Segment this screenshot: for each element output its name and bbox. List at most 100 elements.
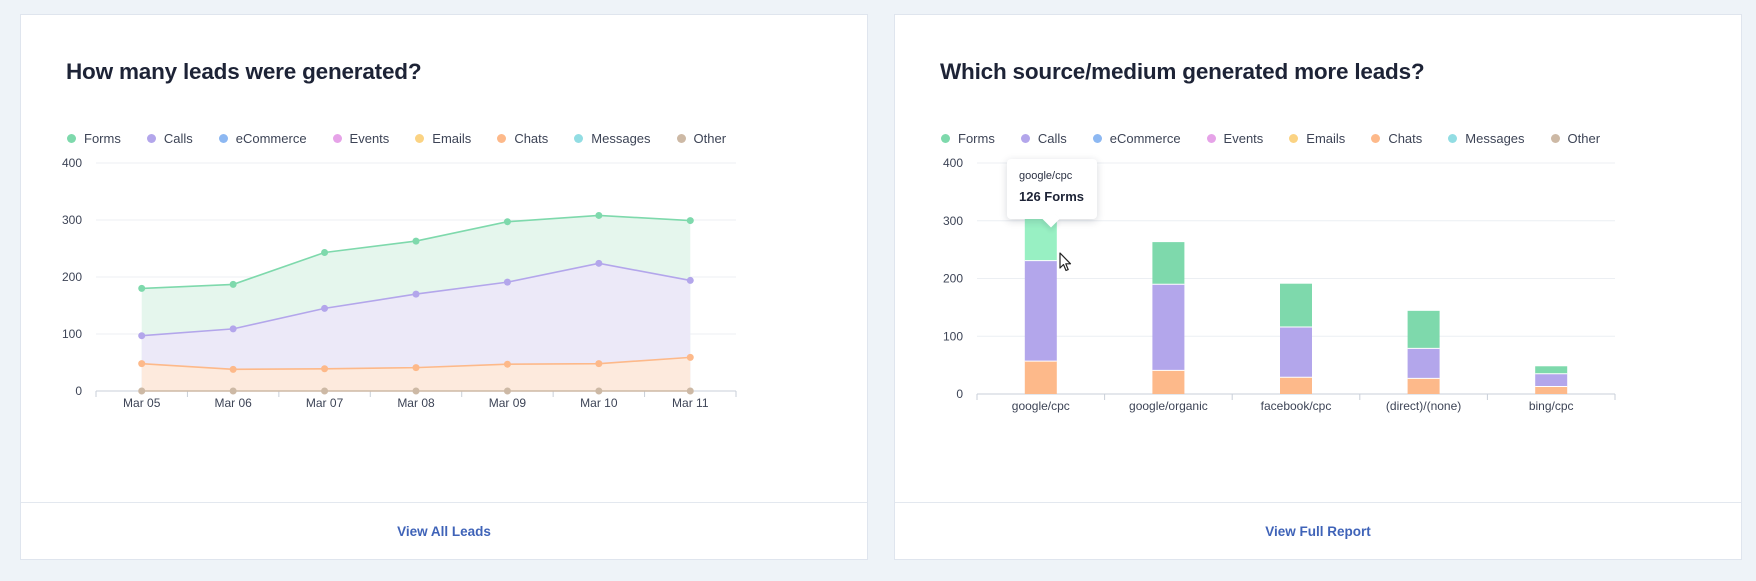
legend-label: Chats	[514, 131, 549, 146]
data-point-calls	[503, 278, 511, 286]
legend-item-messages[interactable]: Messages	[1448, 131, 1525, 146]
legend-dot-icon	[67, 134, 76, 143]
data-point-forms	[595, 211, 603, 219]
y-tick-label: 200	[62, 270, 82, 284]
data-point-chats	[412, 364, 420, 372]
legend-item-ecommerce[interactable]: eCommerce	[1092, 131, 1181, 146]
legend-dot-icon	[574, 134, 584, 143]
x-tick-label: Mar 05	[123, 396, 161, 410]
legend-item-forms[interactable]: Forms	[941, 131, 995, 146]
x-tick-label: Mar 06	[214, 396, 252, 410]
data-point-other	[503, 387, 511, 395]
legend-item-emails[interactable]: Emails	[415, 131, 471, 146]
data-point-other	[686, 387, 694, 395]
legend-label: Emails	[1306, 131, 1346, 146]
bar-segment-chats	[1280, 377, 1312, 394]
bar-segment-forms	[1407, 310, 1440, 349]
card-footer: View All Leads	[21, 502, 867, 559]
area-chats	[141, 357, 691, 391]
bar-segment-chats	[1024, 361, 1057, 394]
legend-item-emails[interactable]: Emails	[1289, 131, 1345, 146]
data-point-calls	[229, 325, 237, 333]
data-point-calls	[595, 259, 603, 267]
y-tick-label: 400	[943, 156, 963, 170]
x-tick-label: facebook/cpc	[1261, 399, 1332, 413]
tooltip-value: 126 Forms	[1019, 189, 1085, 204]
bar-segment-chats	[1152, 370, 1185, 394]
legend-dot-icon	[1092, 134, 1102, 143]
y-tick-label: 100	[62, 327, 82, 341]
legend-dot-icon	[1289, 134, 1299, 143]
data-point-chats	[321, 365, 329, 373]
legend-dot-icon	[218, 134, 228, 143]
bar-segment-calls	[1280, 327, 1312, 378]
legend-dot-icon	[1448, 134, 1458, 143]
view-full-report-link[interactable]: View Full Report	[1265, 523, 1371, 539]
leads-area-chart: 0 100 200 300 400 Mar 05 Mar 06 Mar 07 Mar 08 Mar…	[62, 156, 737, 410]
legend-dot-icon	[676, 134, 686, 143]
legend-item-other[interactable]: Other	[1550, 131, 1600, 146]
legend-dot-icon	[146, 134, 156, 143]
legend-item-messages[interactable]: Messages	[574, 131, 651, 146]
legend-label: eCommerce	[235, 131, 307, 146]
data-point-calls	[412, 290, 420, 298]
chart-legend: Forms Calls eCommerce Events Emails Chats Mess…	[67, 131, 752, 146]
bar-segment-calls	[1024, 260, 1057, 362]
legend-dot-icon	[415, 134, 425, 143]
data-point-calls	[321, 304, 329, 312]
legend-item-forms[interactable]: Forms	[67, 131, 121, 146]
chart-tooltip: google/cpc 126 Forms	[1007, 159, 1097, 219]
data-point-chats	[229, 365, 237, 373]
legend-label: Messages	[1465, 131, 1525, 146]
legend-item-ecommerce[interactable]: eCommerce	[218, 131, 307, 146]
legend-label: Events	[1223, 131, 1264, 146]
y-tick-label: 0	[75, 384, 82, 398]
legend-label: Messages	[591, 131, 651, 146]
legend-label: Events	[349, 131, 390, 146]
x-tick-label: Mar 11	[672, 396, 709, 410]
x-tick-label: bing/cpc	[1529, 399, 1574, 413]
data-point-calls	[138, 332, 146, 340]
legend-item-events[interactable]: Events	[332, 131, 390, 146]
x-tick-label: google/cpc	[1012, 399, 1070, 413]
legend-label: Chats	[1388, 131, 1423, 146]
area-calls	[141, 263, 691, 391]
bar-segment-chats	[1407, 378, 1440, 394]
legend-item-events[interactable]: Events	[1206, 131, 1264, 146]
data-point-forms	[503, 218, 511, 226]
data-point-other	[595, 387, 603, 395]
card-title: How many leads were generated?	[66, 59, 422, 84]
y-tick-label: 0	[956, 387, 963, 401]
bar-segment-calls	[1152, 284, 1185, 371]
x-tick-label: google/organic	[1129, 399, 1208, 413]
data-point-chats	[686, 353, 694, 361]
view-all-leads-link[interactable]: View All Leads	[397, 523, 491, 539]
x-tick-label: Mar 09	[489, 396, 527, 410]
legend-item-chats[interactable]: Chats	[1371, 131, 1422, 146]
data-point-forms	[321, 248, 329, 256]
y-tick-label: 400	[62, 156, 82, 170]
legend-label: Calls	[163, 131, 193, 146]
data-point-other	[412, 387, 420, 395]
data-point-other	[321, 387, 329, 395]
source-medium-card: Which source/medium generated more leads…	[894, 14, 1742, 560]
legend-dot-icon	[941, 134, 950, 143]
x-tick-label: Mar 10	[580, 396, 618, 410]
legend-label: Forms	[958, 131, 995, 146]
data-point-forms	[686, 217, 694, 225]
x-tick-label: (direct)/(none)	[1386, 399, 1461, 413]
data-point-chats	[138, 360, 146, 368]
x-tick-label: Mar 08	[397, 396, 435, 410]
legend-label: Forms	[84, 131, 121, 146]
legend-item-calls[interactable]: Calls	[146, 131, 193, 146]
legend-item-chats[interactable]: Chats	[497, 131, 548, 146]
legend-item-calls[interactable]: Calls	[1020, 131, 1067, 146]
bar-segment-chats	[1535, 386, 1568, 394]
legend-item-other[interactable]: Other	[676, 131, 726, 146]
source-medium-bar-chart: 0 100 200 300 400 google/cpc google/organic fac…	[943, 156, 1616, 413]
data-point-other	[138, 387, 146, 395]
x-tick-label: Mar 07	[306, 396, 344, 410]
data-point-chats	[595, 360, 603, 368]
legend-dot-icon	[1371, 134, 1381, 143]
y-tick-label: 200	[943, 272, 963, 286]
